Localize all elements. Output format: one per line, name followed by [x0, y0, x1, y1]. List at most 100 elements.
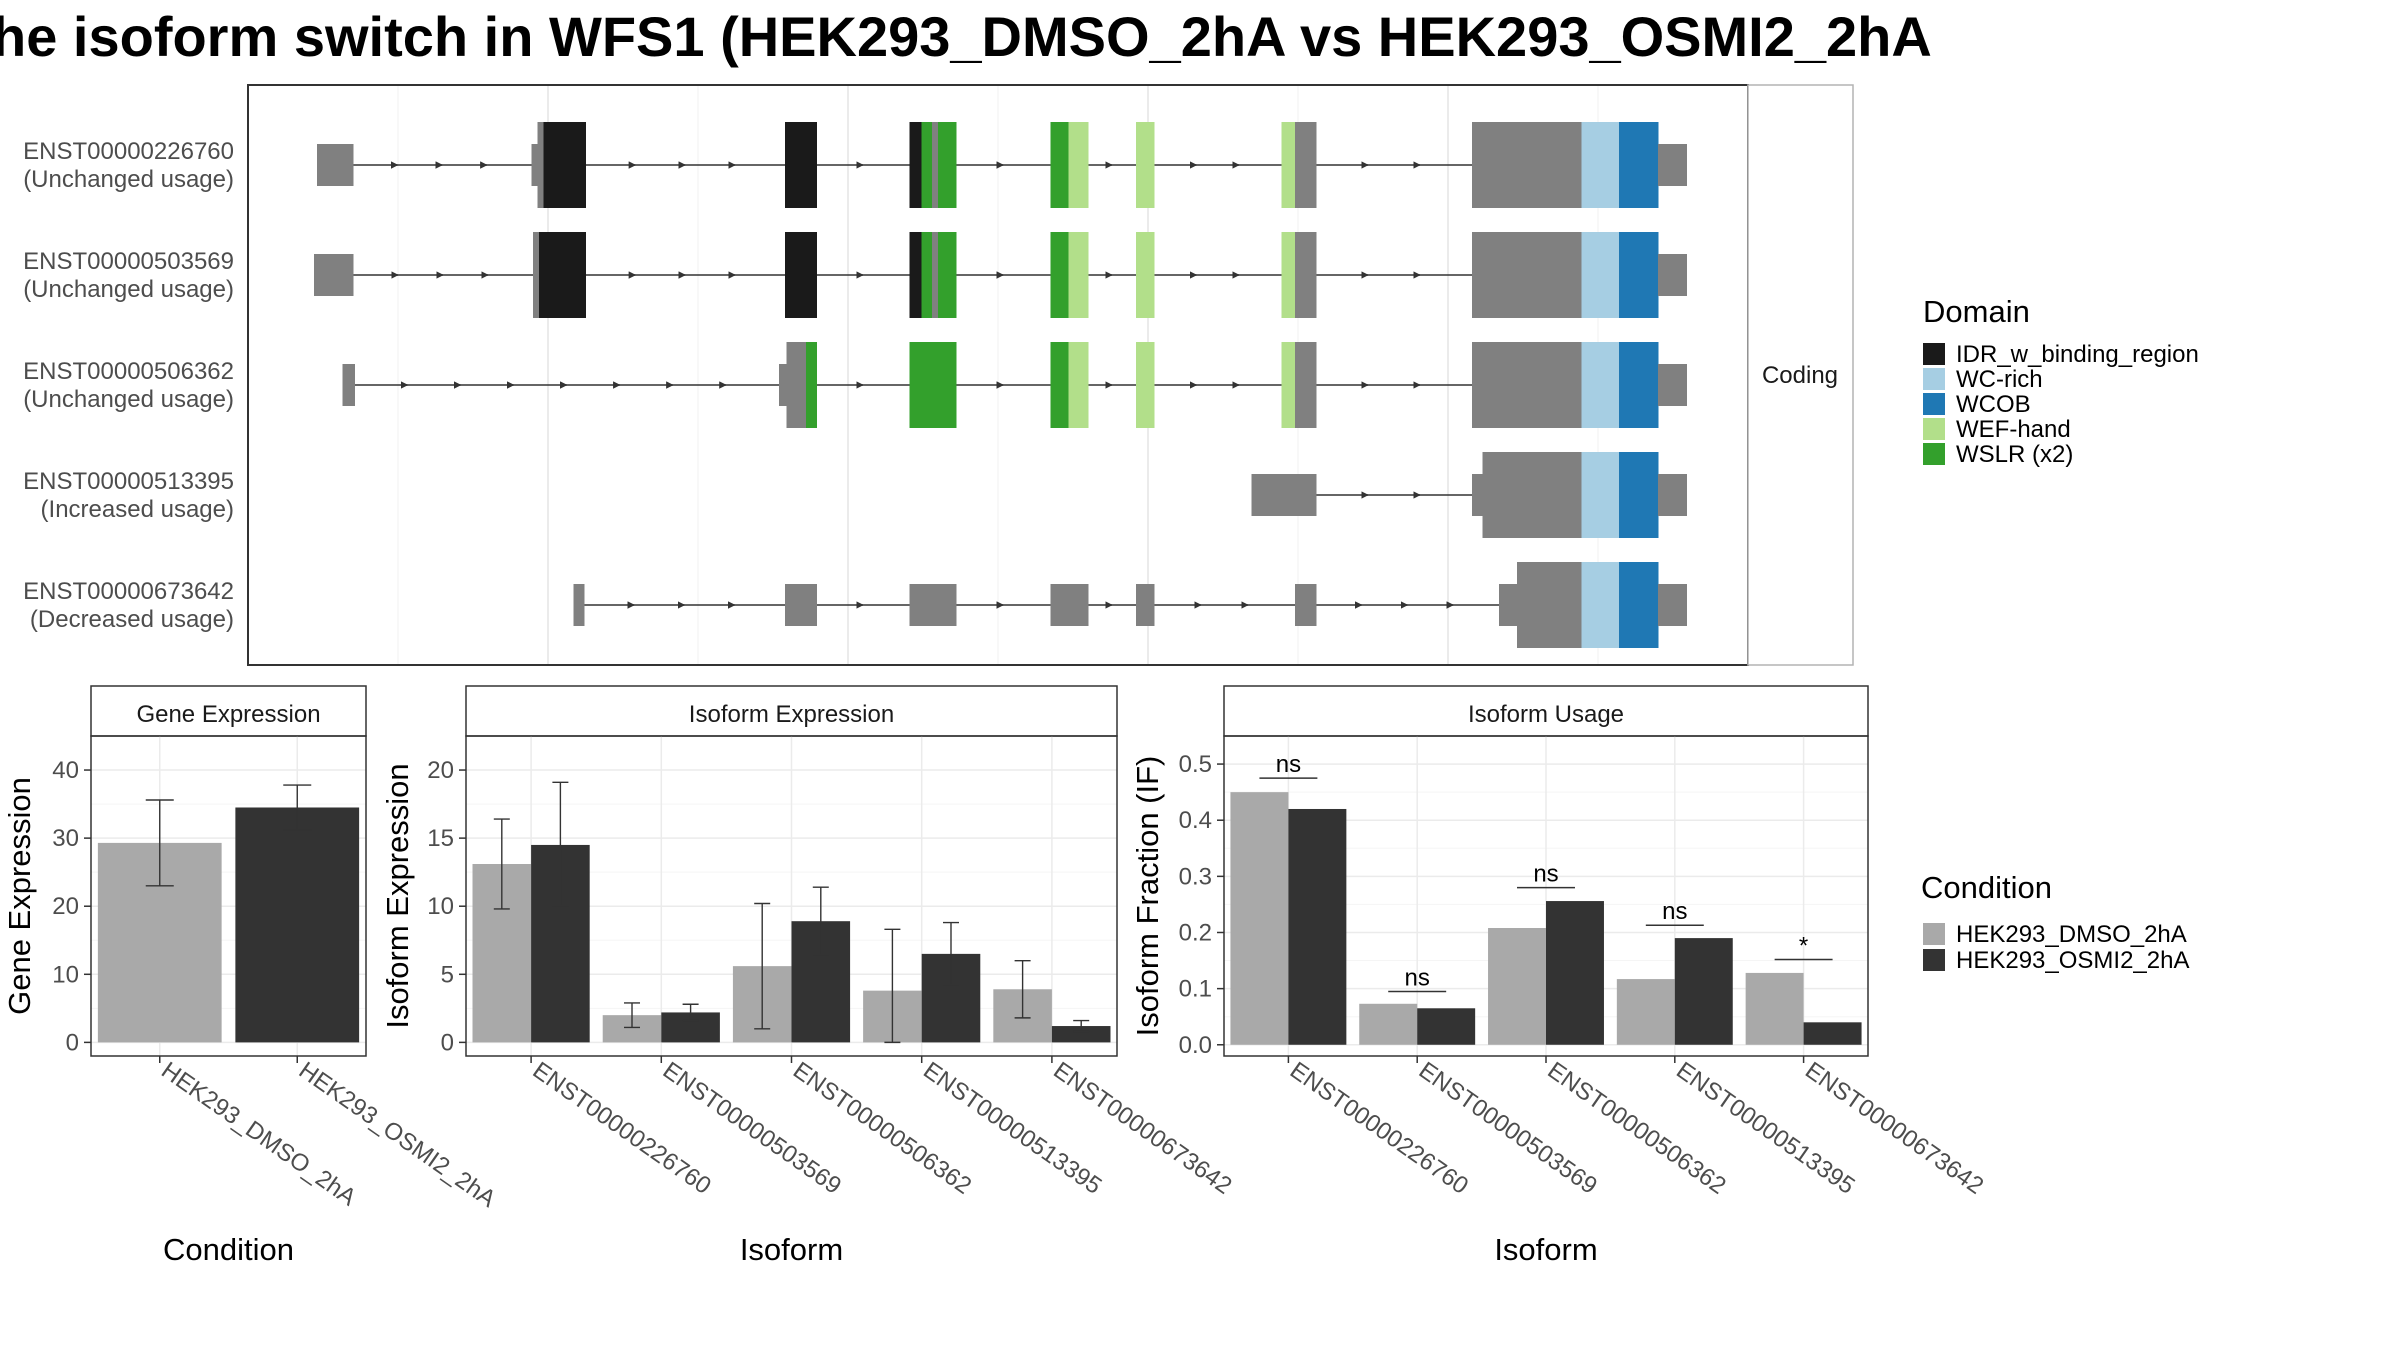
y-tick-label: 0	[441, 1029, 454, 1056]
coding-exon	[921, 122, 933, 208]
utr-exon	[779, 364, 787, 406]
coding-exon	[785, 122, 817, 208]
domain-legend-swatch	[1923, 393, 1945, 415]
isoform-row	[317, 122, 1687, 208]
coding-exon	[785, 232, 817, 318]
isoform-row	[314, 232, 1687, 318]
isoform-structures	[314, 122, 1687, 648]
isoform-usage-label: (Unchanged usage)	[23, 276, 234, 303]
y-tick-label: 15	[427, 825, 454, 852]
y-tick-label: 20	[427, 757, 454, 784]
utr-exon	[1658, 364, 1687, 406]
bar	[1288, 808, 1347, 1045]
utr-exon	[342, 364, 355, 406]
utr-exon	[909, 584, 957, 626]
significance-label: ns	[1276, 751, 1301, 778]
panel-title: Gene Expression	[136, 701, 320, 728]
coding-exon	[1482, 452, 1582, 538]
coding-exon	[1281, 232, 1296, 318]
y-tick-label: 0	[66, 1029, 79, 1056]
bar	[1359, 1003, 1418, 1045]
y-tick-label: 0.2	[1179, 919, 1212, 946]
coding-exon	[533, 232, 540, 318]
y-tick-label: 10	[427, 893, 454, 920]
domain-legend-label: IDR_w_binding_region	[1956, 341, 2199, 368]
domain-legend-swatch	[1923, 443, 1945, 465]
bar	[1803, 1022, 1862, 1045]
coding-exon	[806, 342, 817, 428]
domain-legend-label: WEF-hand	[1956, 416, 2071, 443]
coding-exon	[1619, 122, 1659, 208]
condition-legend-title: Condition	[1921, 870, 2052, 905]
y-tick-label: 0.4	[1179, 807, 1212, 834]
isoform-usage-label: (Decreased usage)	[30, 606, 234, 633]
coding-exon	[1295, 342, 1317, 428]
y-tick-label: 30	[52, 825, 79, 852]
domain-legend: Domain IDR_w_binding_regionWC-richWCOBWE…	[1923, 294, 2199, 468]
utr-exon	[573, 584, 585, 626]
isoform-id-label: ENST00000513395	[23, 468, 234, 495]
coding-exon	[1050, 342, 1069, 428]
condition-legend: Condition HEK293_DMSO_2hAHEK293_OSMI2_2h…	[1921, 870, 2189, 974]
coding-exon	[1281, 122, 1296, 208]
coding-exon	[1050, 122, 1069, 208]
significance-label: ns	[1662, 898, 1687, 925]
coding-exon	[1136, 232, 1155, 318]
coding-exon	[1472, 232, 1582, 318]
bar	[1674, 938, 1733, 1045]
bar	[1488, 928, 1546, 1045]
coding-facet-label: Coding	[1762, 362, 1838, 389]
utr-exon	[1136, 584, 1155, 626]
coding-exon	[909, 122, 922, 208]
panel-strip	[1223, 685, 1869, 737]
coding-exon	[1068, 232, 1089, 318]
panel-strip	[465, 685, 1118, 737]
coding-exon	[938, 122, 957, 208]
y-tick-label: 0.1	[1179, 976, 1212, 1003]
utr-exon	[1050, 584, 1089, 626]
condition-legend-label: HEK293_OSMI2_2hA	[1956, 947, 2189, 974]
coding-exon	[1619, 232, 1659, 318]
coding-exon	[1472, 342, 1582, 428]
domain-legend-label: WCOB	[1956, 391, 2031, 418]
condition-legend-swatch	[1923, 949, 1945, 971]
bar	[1616, 979, 1675, 1045]
coding-exon	[1581, 122, 1620, 208]
coding-exon	[1068, 122, 1089, 208]
coding-exon	[1068, 342, 1089, 428]
bar	[1051, 1026, 1111, 1043]
condition-legend-label: HEK293_DMSO_2hA	[1956, 921, 2187, 948]
isoform-row	[1251, 452, 1687, 538]
panel-strip	[90, 685, 367, 737]
y-axis-title: Isoform Expression	[380, 763, 415, 1028]
isoform-usage-label: (Unchanged usage)	[23, 386, 234, 413]
utr-exon	[531, 144, 538, 186]
coding-facet-strip	[1747, 84, 1854, 666]
panel-title: Isoform Usage	[1468, 701, 1624, 728]
utr-exon	[1658, 474, 1687, 516]
y-tick-label: 0.0	[1179, 1032, 1212, 1059]
isoform-row	[573, 562, 1687, 648]
coding-exon	[1619, 452, 1659, 538]
utr-exon	[1658, 254, 1687, 296]
y-tick-label: 10	[52, 961, 79, 988]
y-tick-label: 0.3	[1179, 863, 1212, 890]
coding-exon	[1281, 342, 1296, 428]
utr-exon	[1499, 584, 1518, 626]
isoform-usage-label: (Increased usage)	[41, 496, 234, 523]
domain-legend-swatch	[1923, 418, 1945, 440]
coding-exon	[1517, 562, 1582, 648]
domain-legend-swatch	[1923, 368, 1945, 390]
significance-label: ns	[1405, 964, 1430, 991]
coding-exon	[537, 122, 544, 208]
coding-exon	[932, 122, 939, 208]
y-axis-title: Isoform Fraction (IF)	[1130, 756, 1165, 1037]
coding-exon	[1136, 122, 1155, 208]
coding-exon	[932, 232, 939, 318]
utr-exon	[1658, 144, 1687, 186]
isoform-id-label: ENST00000226760	[23, 138, 234, 165]
isoform-structure-panel: Coding ENST00000226760 (Unchanged usage) E…	[23, 84, 1854, 666]
domain-legend-title: Domain	[1923, 294, 2030, 329]
figure-title: he isoform switch in WFS1 (HEK293_DMSO_2…	[0, 5, 1932, 68]
